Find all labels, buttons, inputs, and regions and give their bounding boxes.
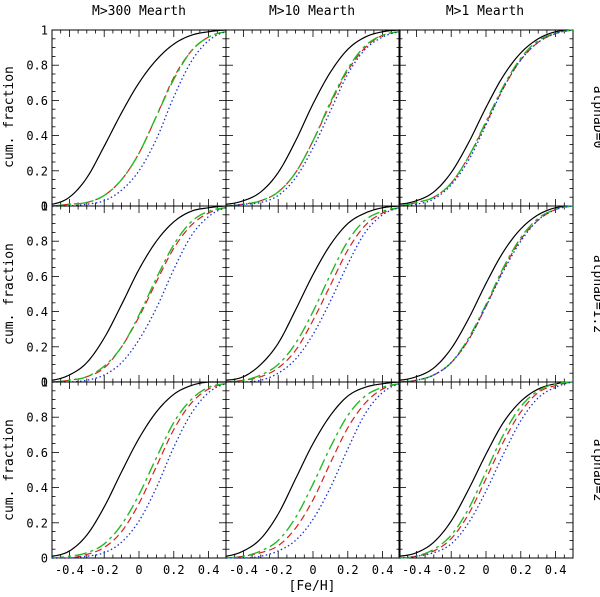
panel-frame [398, 381, 574, 559]
y-tick-label: 0.6 [26, 446, 48, 460]
panel-r1-c1: 0 0.2 0.4 0.6 0.8 1 [26, 24, 227, 214]
series-line-2 [398, 381, 574, 559]
series-line-2 [51, 207, 227, 383]
y-tick-label: 0.4 [26, 305, 48, 319]
series-line-4 [52, 383, 227, 559]
x-tick-label: 0.4 [372, 563, 394, 577]
x-tick-label: 0.4 [545, 563, 567, 577]
y-tick-label: 1 [41, 200, 48, 214]
series-line-4 [226, 207, 401, 383]
row-title-2: alphaD=1.2 [590, 255, 600, 333]
x-tick-label: 0 [309, 563, 316, 577]
x-tick-label: 0.4 [198, 563, 220, 577]
y-tick-label: 0.2 [26, 164, 48, 178]
panel-r2-c2 [225, 205, 401, 383]
y-tick-label: 0.6 [26, 94, 48, 108]
y-tick-label: 0 [41, 552, 48, 566]
y-tick-label: 0.2 [26, 340, 48, 354]
series-line-3 [51, 383, 227, 559]
series-line-4 [398, 381, 574, 559]
panel-frame [398, 205, 574, 383]
x-tick-label: -0.2 [264, 563, 293, 577]
series-line-1 [398, 381, 574, 557]
x-tick-label: -0.4 [229, 563, 258, 577]
y-axis-label-row-3: cum. fraction [2, 419, 17, 521]
series-line-1 [398, 29, 574, 205]
series-line-3 [225, 383, 401, 559]
series-line-4 [398, 205, 574, 383]
panel-frame [225, 29, 401, 207]
x-tick-label: -0.2 [90, 563, 119, 577]
y-tick-label: 0.6 [26, 270, 48, 284]
panel-frame [51, 381, 227, 559]
series-line-1 [51, 29, 227, 205]
row-title-3: alphaD=2 [590, 439, 600, 502]
panel-frame [225, 381, 401, 559]
series-line-2 [52, 383, 227, 559]
x-tick-label: 0 [135, 563, 142, 577]
panel-frame [51, 205, 227, 383]
y-tick-label: 0.2 [26, 516, 48, 530]
series-line-4 [226, 383, 401, 559]
series-line-3 [225, 31, 401, 207]
series-line-3 [398, 29, 574, 207]
x-tick-label: -0.4 [55, 563, 84, 577]
x-tick-label: 0.2 [510, 563, 532, 577]
series-line-1 [225, 205, 401, 381]
series-line-4 [52, 31, 227, 207]
panel-frame [51, 29, 227, 207]
panel-r2-c1: 0 0.2 0.4 0.6 0.8 1 [26, 200, 227, 390]
column-title-1: M>300 Mearth [92, 4, 186, 19]
series-line-2 [51, 31, 227, 207]
series-line-2 [398, 205, 574, 383]
series-line-3 [398, 381, 574, 559]
panel-r2-c3 [398, 205, 574, 383]
y-tick-label: 0 [41, 376, 48, 390]
panel-grid: 00.20.40.60.8100.20.40.60.8100.20.40.60.… [26, 24, 574, 577]
x-tick-label: 0.2 [337, 563, 359, 577]
y-tick-label: 0.8 [26, 411, 48, 425]
y-tick-label: 0 [41, 200, 48, 214]
series-line-3 [51, 31, 227, 207]
series-line-2 [398, 29, 574, 207]
x-axis-label: [Fe/H] [289, 579, 336, 594]
panel-frame [398, 29, 574, 207]
y-tick-label: 0.4 [26, 129, 48, 143]
panel-r1-c3 [398, 29, 574, 207]
series-line-4 [225, 31, 401, 207]
series-line-1 [225, 381, 401, 557]
series-line-2 [225, 31, 401, 207]
series-line-1 [51, 205, 227, 381]
series-line-3 [225, 207, 401, 383]
series-line-1 [398, 205, 574, 381]
y-tick-label: 0.4 [26, 481, 48, 495]
panel-r3-c1: 0 0.2 0.4 0.6 0.8 1 -0.4 -0.2 0 0.2 0.4 [26, 376, 227, 577]
y-tick-label: 1 [41, 376, 48, 390]
panel-frame [225, 205, 401, 383]
y-tick-label: 0.8 [26, 235, 48, 249]
series-line-2 [225, 383, 401, 559]
y-tick-label: 0.8 [26, 59, 48, 73]
x-tick-label: -0.4 [402, 563, 431, 577]
x-tick-label: -0.2 [437, 563, 466, 577]
x-tick-label: 0.2 [163, 563, 185, 577]
series-line-2 [225, 207, 401, 383]
y-axis-label-row-2: cum. fraction [2, 243, 17, 345]
series-line-4 [52, 207, 227, 383]
row-title-1: alphaD=0 [590, 86, 600, 149]
column-title-2: M>10 Mearth [269, 4, 355, 19]
series-line-1 [225, 29, 401, 205]
y-tick-label: 1 [41, 24, 48, 38]
column-title-3: M>1 Mearth [446, 4, 524, 19]
y-axis-label-row-1: cum. fraction [2, 66, 17, 168]
panel-r1-c2 [225, 29, 401, 207]
panel-r3-c2: -0.4 -0.2 0 0.2 0.4 [225, 381, 401, 577]
series-line-3 [51, 207, 227, 383]
panel-r3-c3: -0.4 -0.2 0 0.2 0.4 [398, 381, 574, 577]
series-line-4 [398, 29, 574, 207]
series-line-1 [51, 381, 226, 557]
x-tick-label: 0 [482, 563, 489, 577]
series-line-3 [398, 205, 574, 383]
